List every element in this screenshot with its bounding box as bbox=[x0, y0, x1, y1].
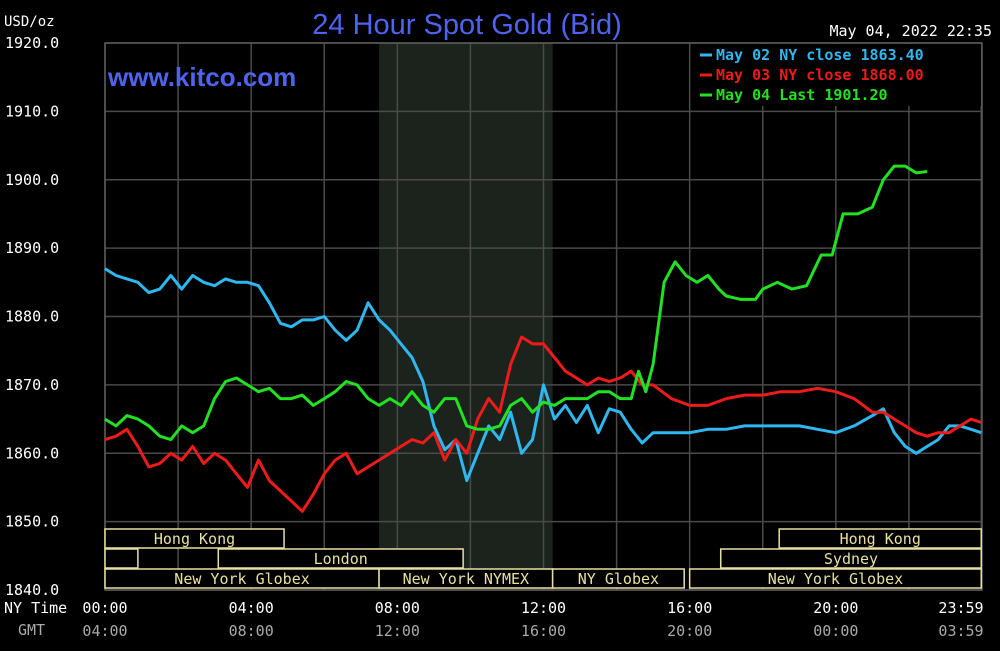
x-tick-label-ny: 12:00 bbox=[521, 599, 566, 617]
y-tick-label: 1850.0 bbox=[5, 513, 59, 531]
session-bar bbox=[104, 528, 285, 549]
y-tick-label: 1860.0 bbox=[5, 444, 59, 462]
legend-entry: May 03 NY close 1868.00 bbox=[716, 66, 924, 84]
session-bar bbox=[104, 548, 139, 569]
series-line-3 bbox=[104, 164, 928, 442]
x-tick-label-gmt: 08:00 bbox=[229, 622, 274, 640]
session-label: New York Globex bbox=[174, 570, 309, 588]
session-bar bbox=[217, 548, 464, 569]
y-tick-label: 1910.0 bbox=[5, 102, 59, 120]
series-line-1 bbox=[104, 267, 982, 483]
chart-title: 24 Hour Spot Gold (Bid) bbox=[312, 9, 621, 41]
chart-subtitle: www.kitco.com bbox=[107, 62, 296, 92]
x-tick-label-gmt: 04:00 bbox=[82, 622, 127, 640]
x-tick-label-gmt: 12:00 bbox=[375, 622, 420, 640]
x-tick-label-gmt: 16:00 bbox=[521, 622, 566, 640]
session-label: Hong Kong bbox=[840, 530, 921, 548]
y-tick-label: 1880.0 bbox=[5, 308, 59, 326]
y-tick-label: 1900.0 bbox=[5, 171, 59, 189]
session-label: Hong Kong bbox=[154, 530, 235, 548]
x-tick-label-ny: 08:00 bbox=[375, 599, 420, 617]
x-tick-label-ny: 04:00 bbox=[229, 599, 274, 617]
x-tick-label-ny: 00:00 bbox=[82, 599, 127, 617]
session-label: New York NYMEX bbox=[403, 570, 529, 588]
plot-border bbox=[104, 42, 983, 591]
session-label: Sydney bbox=[824, 550, 878, 568]
session-label: London bbox=[314, 550, 368, 568]
x-row-label-gmt: GMT bbox=[18, 621, 45, 639]
x-tick-label-gmt: 03:59 bbox=[938, 622, 983, 640]
y-tick-label: 1870.0 bbox=[5, 376, 59, 394]
y-axis-unit-label: USD/oz bbox=[4, 14, 55, 30]
y-tick-label: 1840.0 bbox=[5, 581, 59, 599]
session-bar bbox=[688, 568, 983, 589]
timestamp: May 04, 2022 22:35 bbox=[829, 22, 992, 40]
legend-entry: May 04 Last 1901.20 bbox=[716, 86, 888, 104]
x-row-label-ny: NY Time bbox=[4, 599, 67, 617]
session-bar bbox=[719, 548, 983, 569]
x-tick-label-gmt: 00:00 bbox=[813, 622, 858, 640]
session-label: New York Globex bbox=[768, 570, 903, 588]
x-tick-label-ny: 20:00 bbox=[813, 599, 858, 617]
series-line-2 bbox=[104, 335, 982, 513]
session-bar bbox=[778, 528, 983, 549]
session-label: NY Globex bbox=[578, 570, 659, 588]
x-tick-label-ny: 16:00 bbox=[667, 599, 712, 617]
x-tick-label-ny: 23:59 bbox=[938, 599, 983, 617]
y-tick-label: 1890.0 bbox=[5, 239, 59, 257]
legend-box bbox=[692, 44, 981, 106]
x-tick-label-gmt: 20:00 bbox=[667, 622, 712, 640]
legend-entry: May 02 NY close 1863.40 bbox=[716, 46, 924, 64]
session-bar bbox=[551, 568, 685, 589]
y-tick-label: 1920.0 bbox=[5, 34, 59, 52]
